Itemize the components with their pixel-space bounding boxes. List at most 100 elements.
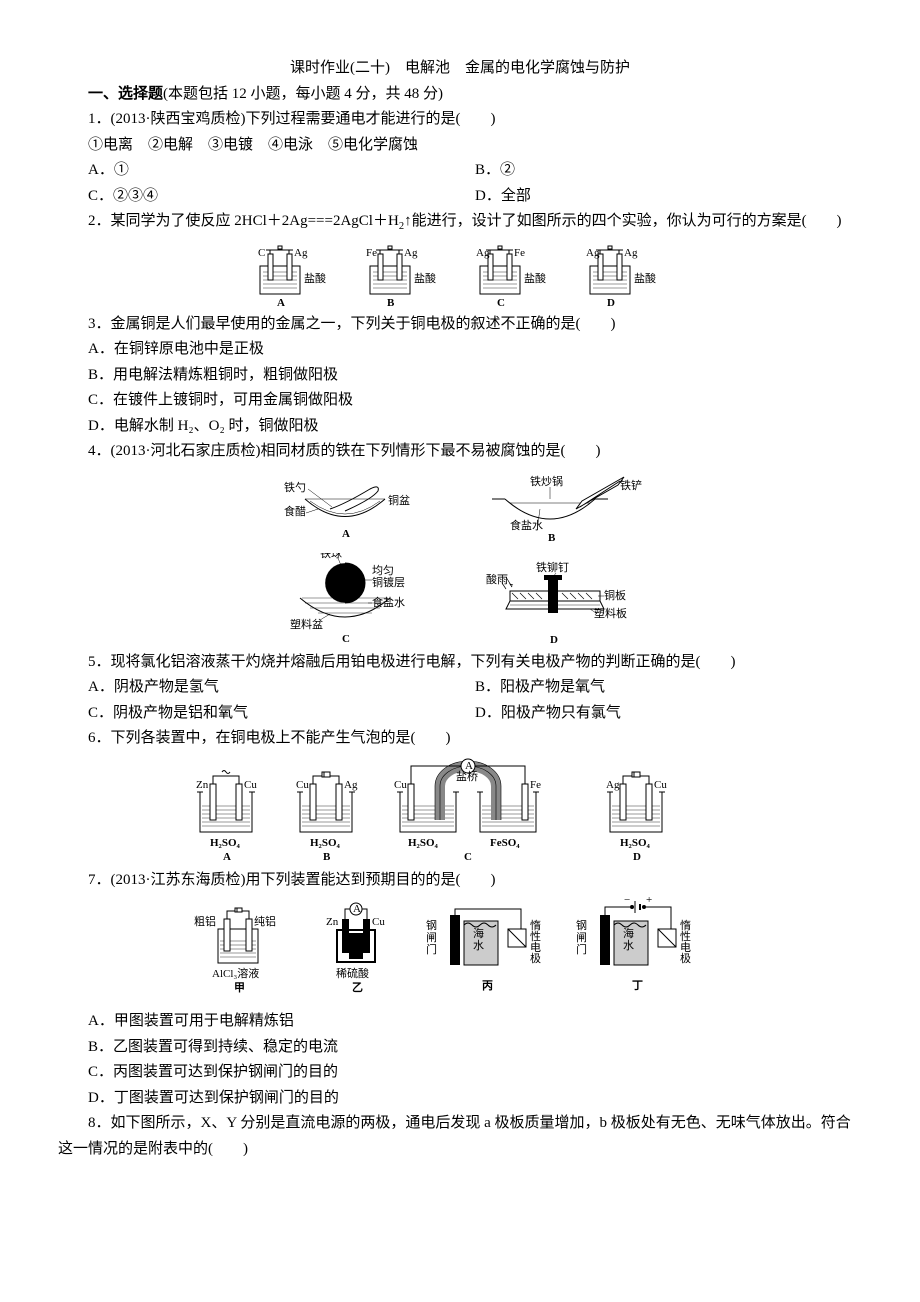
- q5-stem-text: 5．现将氯化铝溶液蒸干灼烧并熔融后用铂电极进行电解，下列有关电极产物的判断正确的…: [88, 654, 736, 670]
- q4D-t2: 铁铆钉: [536, 560, 569, 574]
- q4C-t2: 均匀: [372, 564, 394, 577]
- q5-stem: 5．现将氯化铝溶液蒸干灼烧并熔融后用铂电极进行电解，下列有关电极产物的判断正确的…: [58, 650, 862, 676]
- q5-optA: A．阴极产物是氢气: [88, 675, 475, 701]
- q2-stem-b: ↑能进行，设计了如图所示的四个实验，你认为可行的方案是( ): [404, 213, 842, 229]
- q2A-left: C: [258, 247, 265, 259]
- q2-svg: C Ag 盐酸 A Fe Ag 盐酸 B Ag Fe 盐酸 C Ag Ag 盐酸…: [240, 240, 680, 310]
- q6D-right: Cu: [654, 779, 667, 791]
- worksheet-title: 课时作业(二十) 电解池 金属的电化学腐蚀与防护: [58, 56, 862, 82]
- q4C-t1: 铁球: [320, 553, 342, 560]
- q7D-plus: +: [646, 897, 652, 906]
- q2B-left: Fe: [366, 247, 377, 259]
- q2D-cap: D: [607, 297, 615, 309]
- q7B-cap: 乙: [352, 981, 363, 994]
- q6B-right: Ag: [344, 779, 358, 791]
- q6-stem: 6．下列各装置中，在铜电极上不能产生气泡的是( ): [58, 726, 862, 752]
- q1-options-row2: C．②③④ D．全部: [88, 184, 862, 210]
- q4A-t3: 食醋: [284, 504, 306, 518]
- q7C-t2: 海水: [473, 926, 484, 952]
- q2C-cap: C: [497, 297, 505, 309]
- q7A-t2: 纯铝: [254, 914, 276, 928]
- q4-stem: 4．(2013·河北石家庄质检)相同材质的铁在下列情形下最不易被腐蚀的是( ): [58, 439, 862, 465]
- q6-diagrams: Zn Cu H₂SO₄ A Cu Ag H₂SO₄ B: [58, 756, 862, 866]
- q6B-sol: H₂SO₄: [310, 837, 341, 849]
- q4-svg2: 铁球 均匀 铜镀层 食盐水 塑料盆 C 酸雨 铁铆钉 铜板 塑料板: [250, 553, 670, 648]
- q6C-right: Fe: [530, 779, 541, 791]
- q5-options-row2: C．阴极产物是铝和氧气 D．阳极产物只有氯气: [88, 701, 862, 727]
- q5-options-row1: A．阴极产物是氢气 B．阳极产物是氧气: [88, 675, 862, 701]
- q2C-left: Ag: [476, 247, 490, 259]
- q1-optD: D．全部: [475, 184, 862, 210]
- q3-optC: C．在镀件上镀铜时，可用金属铜做阳极: [58, 388, 862, 414]
- q1-optB: B．②: [475, 158, 862, 184]
- q7B-meter: A: [353, 903, 361, 915]
- q4A-t1: 铁勺: [284, 481, 306, 494]
- q6D-sol: H₂SO₄: [620, 837, 651, 849]
- q7D-t1: 钢闸门: [576, 919, 587, 956]
- q7B-t2: Cu: [372, 916, 385, 928]
- q3-optD: D．电解水制 H₂、O₂ 时，铜做阳极: [58, 414, 862, 440]
- q2D-sol: 盐酸: [634, 271, 656, 285]
- q7A-cap: 甲: [234, 981, 245, 994]
- q6B-cap: B: [323, 851, 331, 863]
- q7-optA: A．甲图装置可用于电解精炼铝: [58, 1009, 862, 1035]
- q7D-minus: −: [624, 897, 630, 906]
- q3-optB: B．用电解法精炼粗铜时，粗铜做阳极: [58, 363, 862, 389]
- q6C-left: Cu: [394, 779, 407, 791]
- q4D-t4: 塑料板: [594, 606, 627, 620]
- q5-optD: D．阳极产物只有氯气: [475, 701, 862, 727]
- section-1-header: 一、选择题(本题包括 12 小题，每小题 4 分，共 48 分): [58, 82, 862, 108]
- q7A-t1: 粗铝: [194, 914, 216, 928]
- section-1-header-rest: (本题包括 12 小题，每小题 4 分，共 48 分): [163, 86, 443, 102]
- q6C-solL: H₂SO₄: [408, 837, 439, 849]
- q7D-t2: 海水: [623, 926, 634, 952]
- q7-svg: 粗铝 纯铝 AlCl₃溶液 甲 A Zn Cu 稀硫酸 乙: [180, 897, 740, 1007]
- q4D-t1: 酸雨: [486, 572, 508, 586]
- q6D-left: Ag: [606, 779, 620, 791]
- q2-stem-a: 2．某同学为了使反应 2HCl＋2Ag===2AgCl＋H: [88, 213, 399, 229]
- q6C-solR: FeSO₄: [490, 837, 520, 849]
- q6B-left: Cu: [296, 779, 309, 791]
- q7-stem: 7．(2013·江苏东海质检)用下列装置能达到预期目的的是( ): [58, 868, 862, 894]
- q1-optC: C．②③④: [88, 184, 475, 210]
- q1-items: ①电离 ②电解 ③电镀 ④电泳 ⑤电化学腐蚀: [58, 133, 862, 159]
- q4C-t3: 铜镀层: [372, 575, 405, 589]
- q8-stem: 8．如下图所示，X、Y 分别是直流电源的两极，通电后发现 a 极板质量增加，b …: [58, 1111, 862, 1162]
- q6-svg: Zn Cu H₂SO₄ A Cu Ag H₂SO₄ B: [180, 756, 740, 866]
- q2D-left: Ag: [586, 247, 600, 259]
- q7D-cap: 丁: [632, 979, 643, 992]
- q4D-t3: 铜板: [604, 588, 626, 602]
- q7B-t1: Zn: [326, 916, 339, 928]
- q2C-sol: 盐酸: [524, 271, 546, 285]
- q2B-cap: B: [387, 297, 395, 309]
- q4C-t4: 食盐水: [372, 595, 405, 609]
- q7C-cap: 丙: [482, 979, 493, 992]
- q6C-bridge: 盐桥: [456, 770, 478, 783]
- q4C-cap: C: [342, 633, 350, 645]
- q2A-right: Ag: [294, 247, 308, 259]
- q5-optB: B．阳极产物是氧气: [475, 675, 862, 701]
- q2A-cap: A: [277, 297, 285, 309]
- q1-options-row1: A．① B．②: [88, 158, 862, 184]
- q6A-right: Cu: [244, 779, 257, 791]
- q4C-t5: 塑料盆: [290, 617, 323, 631]
- q5-optC: C．阴极产物是铝和氧气: [88, 701, 475, 727]
- q4-diagrams-row1: 铁勺 铜盆 食醋 A 铁炒锅 铁铲 食盐水 B: [58, 469, 862, 549]
- q7C-t1: 钢闸门: [426, 919, 437, 956]
- q7-optB: B．乙图装置可得到持续、稳定的电流: [58, 1035, 862, 1061]
- q3-optA: A．在铜锌原电池中是正极: [58, 337, 862, 363]
- q6D-cap: D: [633, 851, 641, 863]
- q3-stem: 3．金属铜是人们最早使用的金属之一，下列关于铜电极的叙述不正确的是( ): [58, 312, 862, 338]
- q2-diagrams: C Ag 盐酸 A Fe Ag 盐酸 B Ag Fe 盐酸 C Ag Ag 盐酸…: [58, 240, 862, 310]
- q4A-cap: A: [342, 528, 350, 540]
- q7C-t3: 惰性电极: [530, 918, 541, 965]
- q4B-t2: 铁铲: [620, 478, 642, 492]
- q4-diagrams-row2: 铁球 均匀 铜镀层 食盐水 塑料盆 C 酸雨 铁铆钉 铜板 塑料板: [58, 553, 862, 648]
- q1-optA: A．①: [88, 158, 475, 184]
- q1-stem: 1．(2013·陕西宝鸡质检)下列过程需要通电才能进行的是( ): [58, 107, 862, 133]
- q2A-sol: 盐酸: [304, 271, 326, 285]
- q2B-right: Ag: [404, 247, 418, 259]
- q4B-cap: B: [548, 532, 556, 544]
- q7-optD: D．丁图装置可达到保护钢闸门的目的: [58, 1086, 862, 1112]
- q4B-t3: 食盐水: [510, 518, 543, 532]
